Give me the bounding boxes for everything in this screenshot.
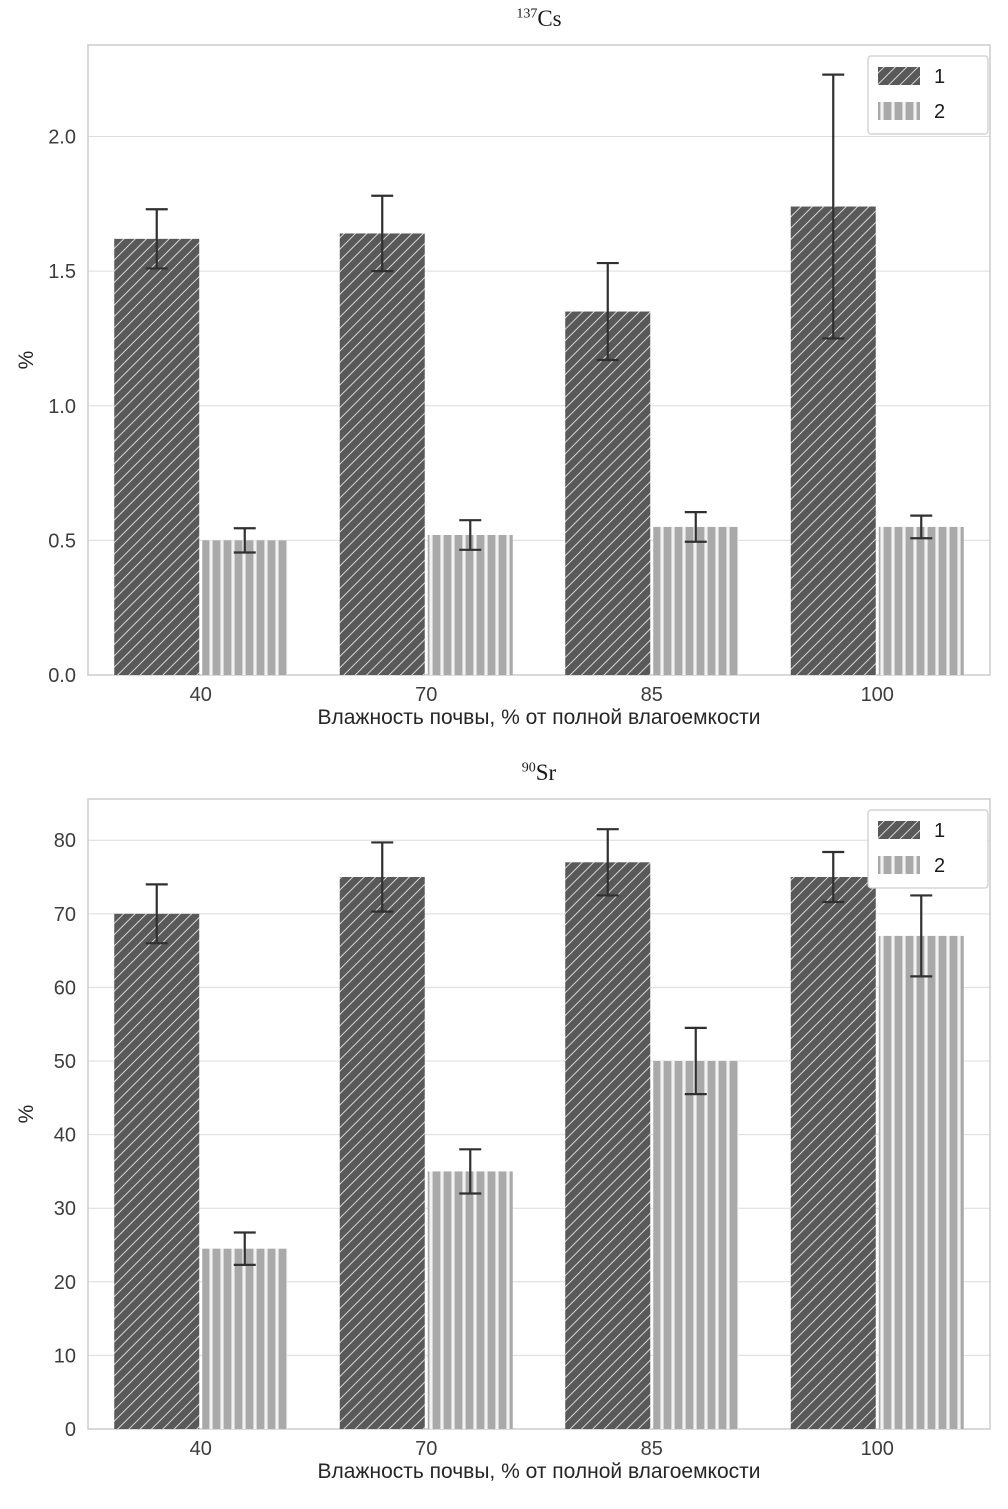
y-tick-label: 50 [54, 1051, 76, 1073]
cs137-bar-chart: 0.0 0.5 1.0 1.5 2.0 40 70 85 100 1 2 [48, 44, 991, 706]
legend-swatch-1 [878, 821, 920, 839]
y-tick-label: 1.5 [48, 261, 76, 283]
chart-cs137: 137Cs 0.0 0.5 1.0 1.5 2.0 40 70 85 100 1 2 % Влажн… [0, 0, 1008, 754]
x-tick-label: 40 [190, 1438, 212, 1460]
y-tick-label: 20 [54, 1272, 76, 1294]
x-tick-label: 70 [415, 684, 437, 706]
y-tick-label: 30 [54, 1198, 76, 1220]
plot-border [87, 44, 991, 676]
legend-label-2: 2 [934, 855, 945, 877]
chart-title-sr90: 90Sr [88, 760, 990, 786]
y-axis-label: % [15, 1104, 38, 1124]
y-tick-label: 80 [54, 830, 76, 852]
x-axis-label: Влажность почвы, % от полной влагоемкост… [317, 1460, 761, 1483]
x-axis-label: Влажность почвы, % от полной влагоемкост… [317, 706, 761, 729]
legend-label-1: 1 [934, 66, 945, 88]
y-tick-label: 60 [54, 977, 76, 999]
y-tick-label: 10 [54, 1345, 76, 1367]
bar-series2-70 [427, 535, 513, 675]
bar-series2-100 [878, 935, 964, 1429]
bar-series2-100 [878, 526, 964, 675]
sr90-bar-chart: 0 10 20 30 40 50 60 70 80 40 70 85 100 1 2 [54, 798, 991, 1460]
bar-series1-70 [339, 233, 425, 675]
bar-series1-70 [339, 877, 425, 1429]
plot-border [87, 798, 991, 1430]
y-tick-label: 0.0 [48, 665, 76, 687]
legend-label-1: 1 [934, 820, 945, 842]
bar-series1-100 [790, 877, 876, 1429]
y-tick-label: 2.0 [48, 127, 76, 149]
y-tick-label: 1.0 [48, 396, 76, 418]
y-tick-label: 0 [65, 1419, 76, 1441]
chart-title-cs137: 137Cs [88, 6, 990, 32]
isotope-symbol: Sr [535, 760, 557, 785]
isotope-mass-number: 90 [521, 760, 536, 776]
y-tick-label: 40 [54, 1125, 76, 1147]
x-tick-label: 100 [861, 684, 894, 706]
bar-series1-40 [114, 238, 200, 675]
bar-series2-40 [202, 540, 288, 675]
bar-series2-40 [202, 1248, 288, 1429]
bar-series1-40 [114, 913, 200, 1429]
legend-label-2: 2 [934, 101, 945, 123]
x-tick-label: 85 [641, 1438, 663, 1460]
legend-swatch-2 [878, 102, 920, 120]
bar-series2-85 [653, 526, 739, 675]
y-tick-label: 0.5 [48, 530, 76, 552]
x-tick-label: 100 [861, 1438, 894, 1460]
bar-series1-85 [565, 862, 651, 1429]
x-tick-label: 40 [190, 684, 212, 706]
y-tick-label: 70 [54, 904, 76, 926]
chart-sr90: 90Sr 0 10 20 30 40 50 60 70 80 40 70 85 100 1 2 % Влаж… [0, 754, 1008, 1509]
legend-swatch-2 [878, 856, 920, 874]
bar-series2-70 [427, 1171, 513, 1429]
y-axis-label: % [15, 350, 38, 370]
isotope-symbol: Cs [537, 6, 562, 31]
x-tick-label: 70 [415, 1438, 437, 1460]
legend-swatch-1 [878, 67, 920, 85]
bar-series2-85 [653, 1061, 739, 1429]
x-tick-label: 85 [641, 684, 663, 706]
bar-series1-85 [565, 311, 651, 675]
isotope-mass-number: 137 [516, 6, 538, 22]
